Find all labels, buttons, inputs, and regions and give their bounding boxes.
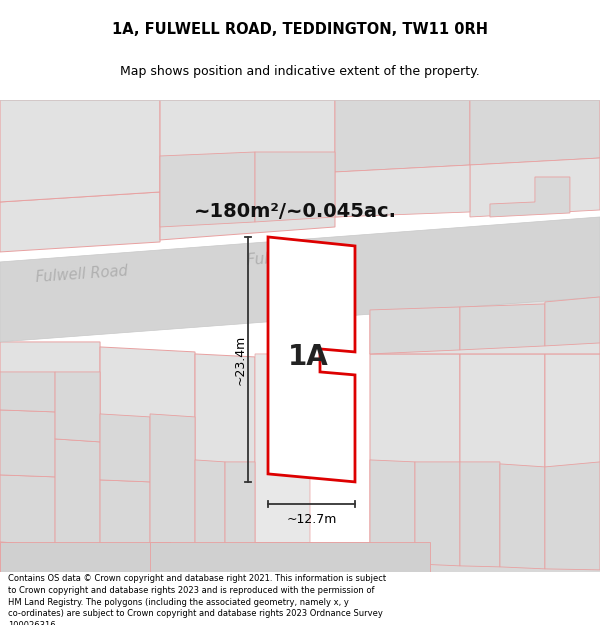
Polygon shape (100, 414, 150, 482)
Text: 1A: 1A (287, 343, 328, 371)
Polygon shape (0, 100, 160, 202)
Polygon shape (195, 354, 255, 564)
Polygon shape (545, 354, 600, 570)
Polygon shape (0, 542, 170, 572)
Polygon shape (100, 347, 195, 560)
Polygon shape (490, 177, 570, 217)
Polygon shape (55, 439, 100, 550)
Polygon shape (370, 354, 460, 566)
Polygon shape (55, 372, 100, 442)
Polygon shape (0, 192, 160, 252)
Polygon shape (460, 304, 545, 350)
Text: Map shows position and indicative extent of the property.: Map shows position and indicative extent… (120, 66, 480, 79)
Text: ~12.7m: ~12.7m (286, 513, 337, 526)
Polygon shape (335, 165, 470, 217)
Text: Fulwell Road: Fulwell Road (35, 263, 128, 284)
Polygon shape (370, 307, 460, 354)
Polygon shape (335, 100, 470, 172)
Text: Fulwell Road: Fulwell Road (247, 246, 344, 268)
Polygon shape (370, 460, 415, 564)
Polygon shape (255, 152, 335, 222)
Polygon shape (470, 100, 600, 165)
Polygon shape (160, 100, 335, 240)
Polygon shape (545, 462, 600, 570)
Polygon shape (0, 217, 600, 342)
Polygon shape (545, 297, 600, 346)
Polygon shape (500, 464, 545, 569)
Text: ~180m²/~0.045ac.: ~180m²/~0.045ac. (194, 202, 397, 221)
Polygon shape (0, 410, 55, 477)
Polygon shape (100, 480, 150, 555)
Polygon shape (268, 237, 355, 482)
Text: Contains OS data © Crown copyright and database right 2021. This information is : Contains OS data © Crown copyright and d… (8, 574, 386, 625)
Polygon shape (195, 460, 225, 562)
Polygon shape (415, 462, 460, 566)
Polygon shape (460, 354, 545, 569)
Polygon shape (0, 372, 55, 412)
Polygon shape (0, 542, 600, 572)
Text: 1A, FULWELL ROAD, TEDDINGTON, TW11 0RH: 1A, FULWELL ROAD, TEDDINGTON, TW11 0RH (112, 22, 488, 38)
Polygon shape (335, 100, 600, 217)
Polygon shape (150, 414, 195, 558)
Polygon shape (470, 158, 600, 217)
Polygon shape (160, 152, 255, 227)
Polygon shape (0, 475, 55, 546)
Polygon shape (370, 297, 600, 354)
Text: ~23.4m: ~23.4m (233, 334, 247, 384)
Polygon shape (255, 354, 310, 567)
Polygon shape (0, 342, 100, 552)
Polygon shape (460, 462, 500, 567)
Polygon shape (150, 542, 430, 572)
Polygon shape (225, 462, 255, 564)
